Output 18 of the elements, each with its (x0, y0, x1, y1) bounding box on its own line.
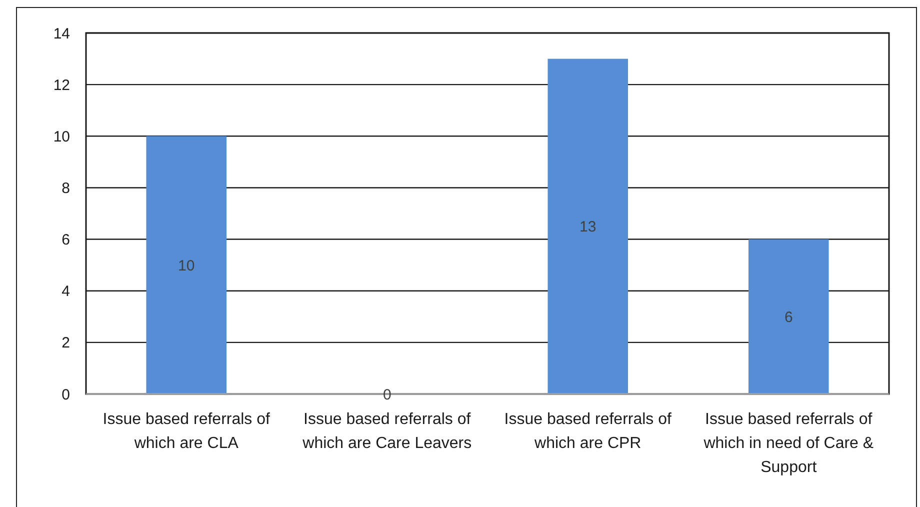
y-tick-label: 6 (62, 232, 70, 249)
y-tick-label: 8 (62, 180, 70, 197)
x-tick-label: Issue based referrals of which are CLA (102, 411, 271, 452)
bar (548, 58, 628, 394)
bar (146, 136, 227, 394)
x-tick-label: Issue based referrals of which are CPR (504, 411, 672, 452)
y-tick-label: 0 (62, 386, 70, 404)
y-tick-label: 4 (62, 283, 70, 300)
x-tick-label: Issue based referrals of which are Care Leavers (302, 411, 472, 452)
y-tick-label: 12 (53, 76, 70, 94)
data-label: 10 (178, 257, 195, 274)
data-label: 6 (784, 308, 793, 326)
y-tick-label: 14 (53, 25, 70, 42)
data-label: 13 (580, 218, 596, 236)
bar (748, 239, 829, 394)
y-tick-label: 10 (53, 128, 70, 146)
y-tick-label: 2 (62, 334, 70, 352)
x-tick-label: Issue based referrals of which in need of Care & Support (702, 411, 874, 476)
